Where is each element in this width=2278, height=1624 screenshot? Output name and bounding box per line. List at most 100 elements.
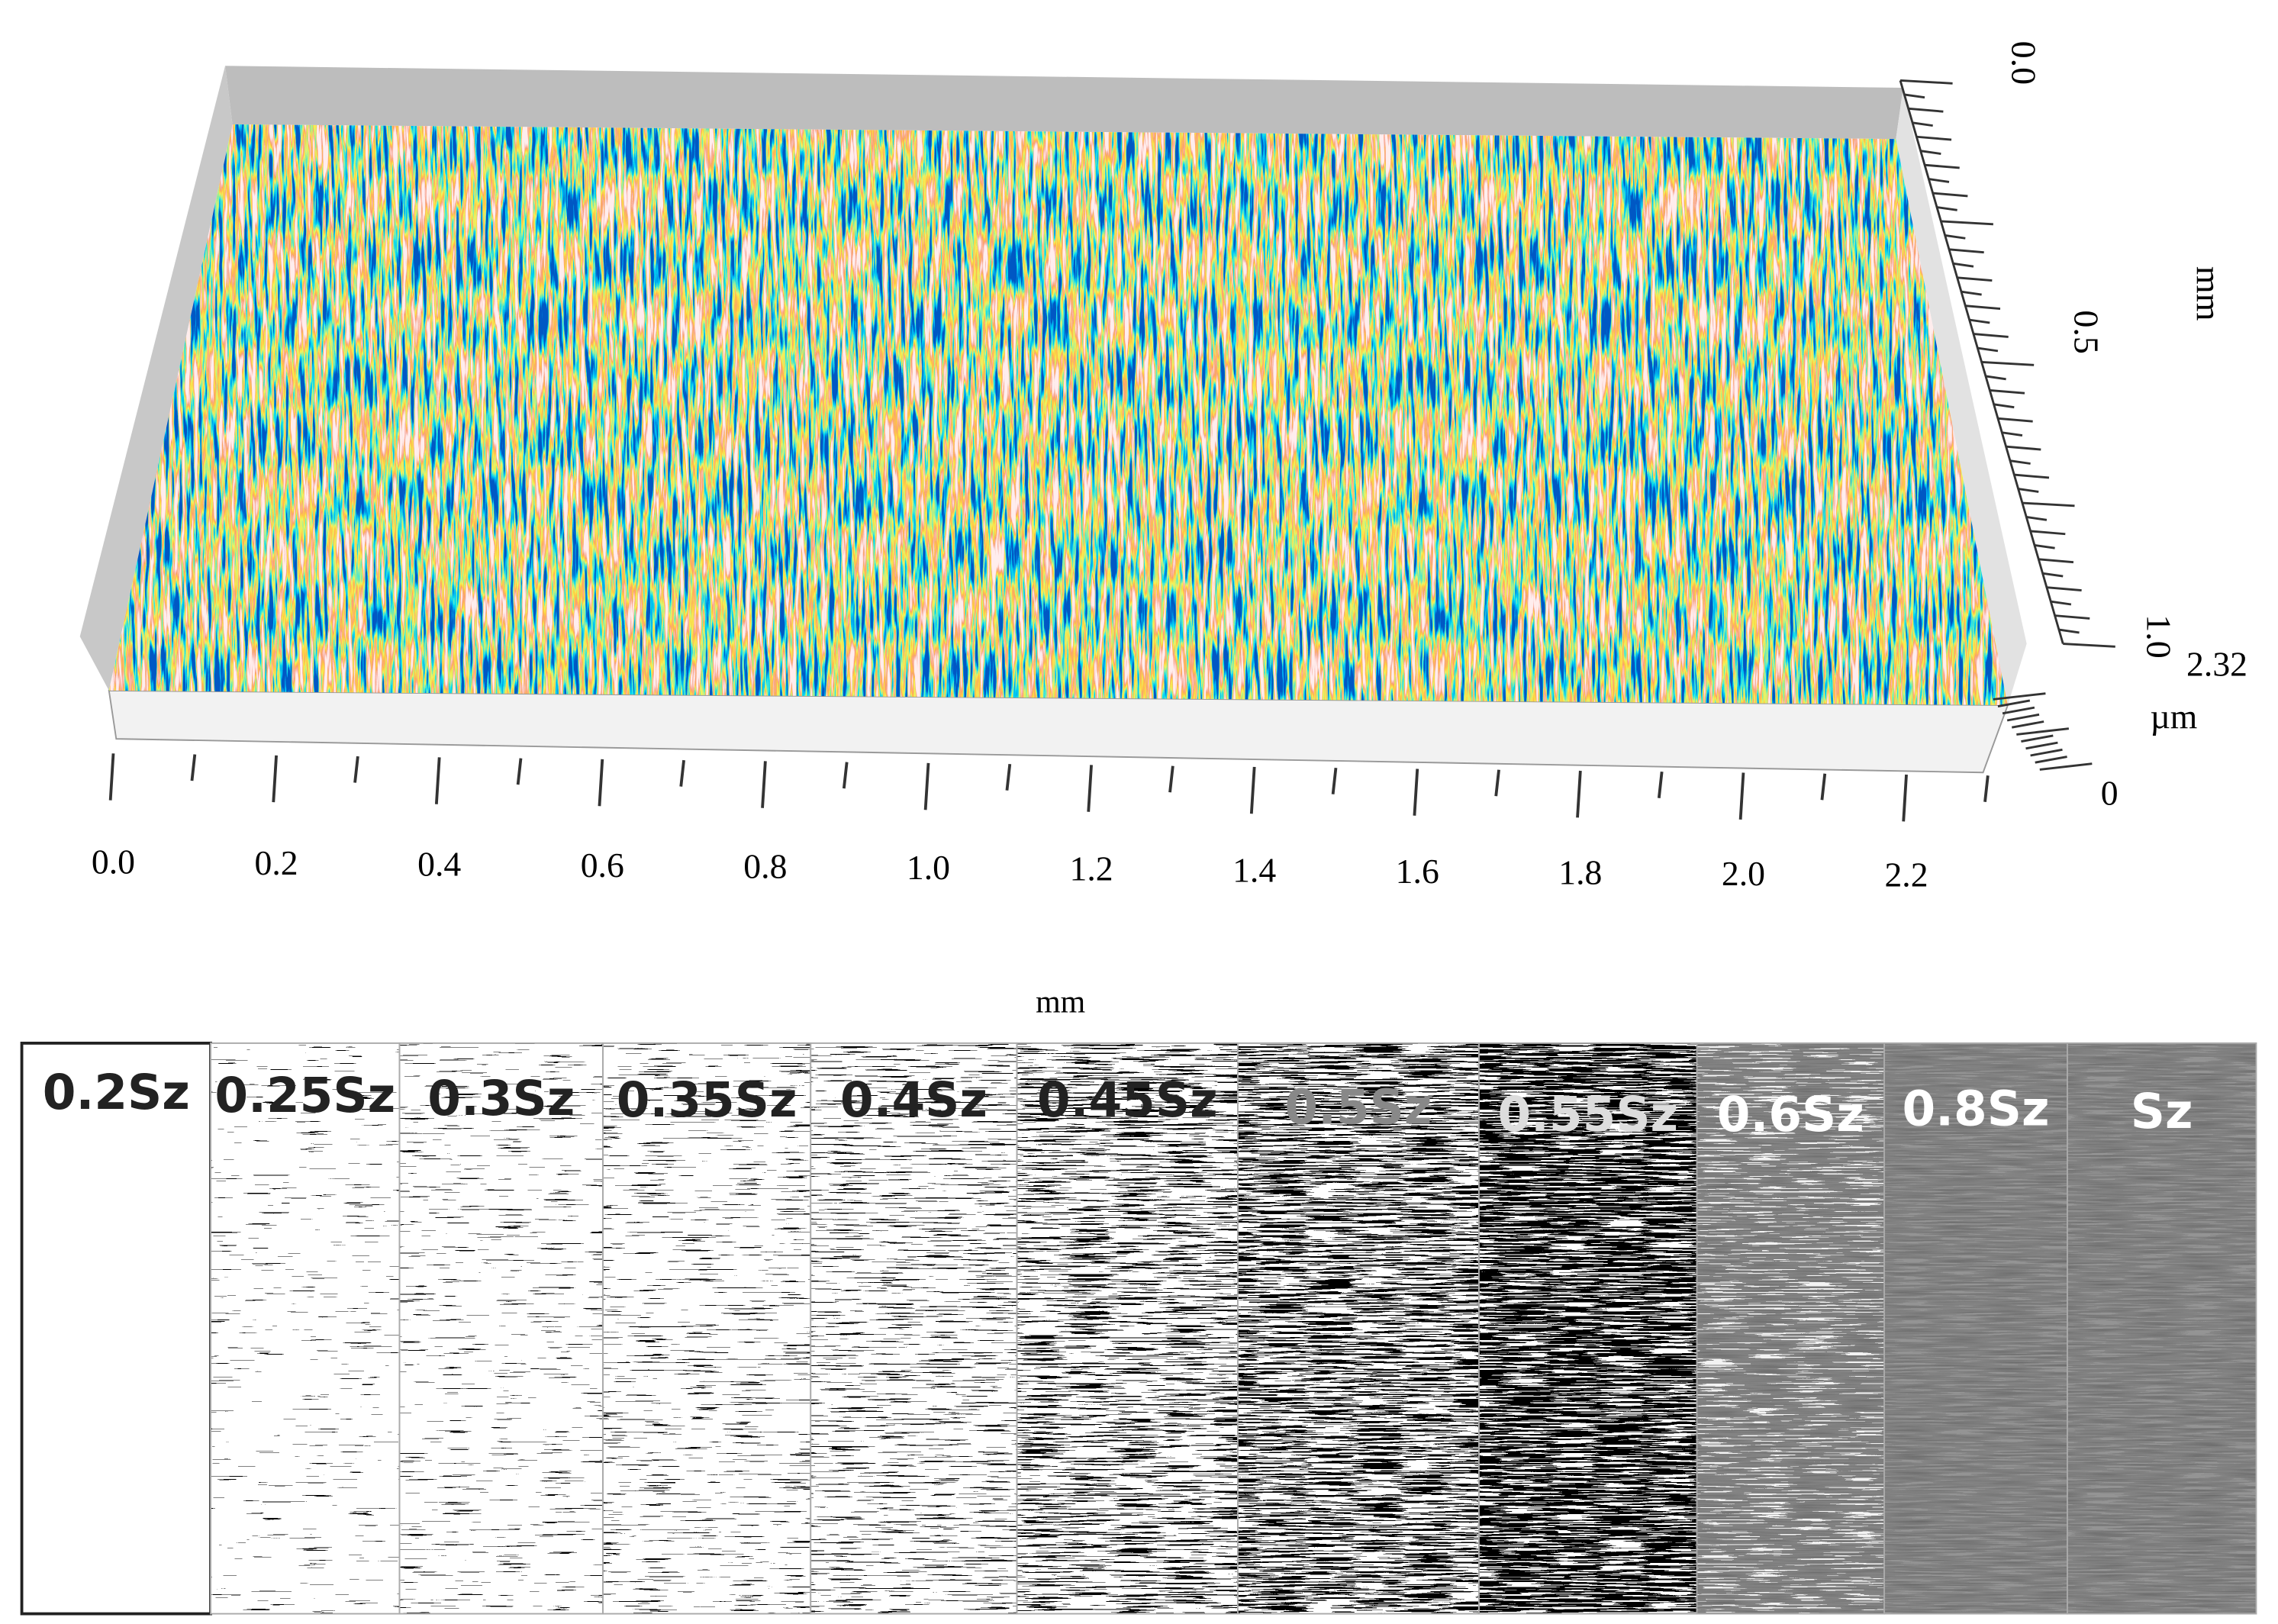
y-tick-mark [2042,572,2064,578]
panel [1237,1042,1479,1614]
side-wall [79,66,233,691]
side-wall [1896,88,2027,706]
x-tick-mark [108,753,115,801]
y-tick-mark [1977,346,1999,353]
x-tick-label: 1.0 [907,848,950,887]
y-tick-mark [1969,318,1990,324]
panel-label: 0.8Sz [1902,1080,2049,1136]
y-tick-mark [1916,135,1952,141]
y-tick-mark [2046,586,2082,591]
panel [1884,1042,2067,1614]
x-tick-label: 1.4 [1232,850,1276,889]
y-tick-mark [2014,473,2050,479]
panel [2067,1042,2257,1614]
y-tick-mark [2063,643,2115,648]
z-tick-mark [2030,748,2063,757]
panel-label: 0.4Sz [840,1071,988,1128]
y-tick-mark [1990,388,2025,395]
x-tick-mark [1413,768,1419,816]
x-tick-mark [1738,772,1745,820]
x-tick-label: 0.0 [92,842,135,881]
y-tick-mark [1928,178,1950,183]
x-tick-label: 1.2 [1070,849,1113,888]
y-tick-mark [1912,121,1933,127]
y-tick-mark [1997,417,2033,423]
y-axis-line [1899,80,2064,644]
y-tick-mark [1941,220,1993,226]
y-tick-mark [1948,248,1984,254]
x-tick-label: 0.4 [417,844,461,883]
x-unit: mm [1036,985,1085,1020]
z-tick-mark [2002,706,2035,715]
x-tick-mark [761,761,767,808]
z-bottom: 0 [2101,773,2119,812]
x-tick-mark [1331,767,1338,794]
panel [810,1042,1017,1614]
x-tick-mark [923,762,930,810]
panel-label: Sz [2131,1083,2193,1139]
x-tick-mark [1249,766,1256,814]
x-tick-label: 1.6 [1396,852,1439,891]
y-tick-mark [1932,192,1968,198]
axes: 0.0 0.2 0.4 0.6 0.8 1.0 1.2 1.4 1.6 1.8 2.0 2.2 0.0 0… [92,41,2179,894]
y-tick-mark [2026,516,2048,521]
y-tick-mark [1920,150,1941,155]
x-tick-label: 0.2 [255,843,298,882]
panel-label: 0.45Sz [1037,1071,1218,1128]
x-tick-label: 2.0 [1722,854,1765,893]
panel [603,1042,811,1614]
z-tick-mark [2039,762,2093,771]
x-tick-mark [1902,774,1908,822]
x-tick-label: 0.6 [581,846,624,884]
y-tick-mark [1936,206,1957,211]
panel-label: 0.3Sz [427,1070,575,1126]
y-tick-mark [2006,445,2041,451]
panel [399,1042,604,1614]
x-tick-mark [272,755,278,803]
y-tick-mark [2009,459,2031,465]
x-tick-mark [1494,769,1500,797]
y-tick-mark [1961,290,1982,296]
z-tick-mark [2021,734,2054,743]
z-tick-mark [2025,741,2058,750]
z-unit: µm [2150,698,2197,736]
x-tick-label: 1.8 [1558,852,1602,891]
y-tick-mark [2030,530,2066,536]
z-tick-mark [2011,720,2044,729]
y-tick-mark [1985,375,2006,381]
x-tick-mark [1005,763,1012,791]
z-tick-mark [2016,727,2070,736]
x-tick-mark [353,756,359,783]
z-top: 2.32 [2186,645,2247,684]
y-tick-mark [1993,403,2015,409]
y-tick-mark [2051,600,2072,606]
threshold-panels: 0.2Sz 0.25Sz 0.3Sz 0.35Sz 0.4Sz 0.45Sz 0.5Sz 0.… [20,1041,2257,1616]
x-tick-mark [842,762,849,789]
y-tick-mark [1899,79,1953,85]
y-tick-mark [2018,488,2039,493]
x-tick-mark [679,759,685,787]
z-tick-mark [2035,756,2067,764]
panel [1478,1042,1697,1614]
x-tick-mark [1087,765,1093,812]
panel [21,1042,211,1614]
x-tick-mark [190,754,197,781]
x-tick-label: 2.2 [1884,855,1928,894]
y-tick-mark [1904,93,1925,99]
y-tick-mark [2022,501,2075,508]
panel-label: 0.25Sz [214,1067,395,1123]
y-tick-mark [1908,107,1944,113]
panel-label: 0.55Sz [1497,1086,1678,1142]
surface [108,124,2008,706]
panel-label: 0.6Sz [1717,1086,1864,1142]
x-tick-mark [1168,765,1174,793]
y-tick-mark [1924,163,1960,169]
x-tick-mark [1657,772,1664,798]
x-tick-mark [1820,773,1827,801]
y-tick-label: 1.0 [2140,614,2179,659]
y-tick-mark [1945,234,1966,240]
panel-border [2067,1042,2257,1615]
y-tick-mark [1973,333,2009,338]
